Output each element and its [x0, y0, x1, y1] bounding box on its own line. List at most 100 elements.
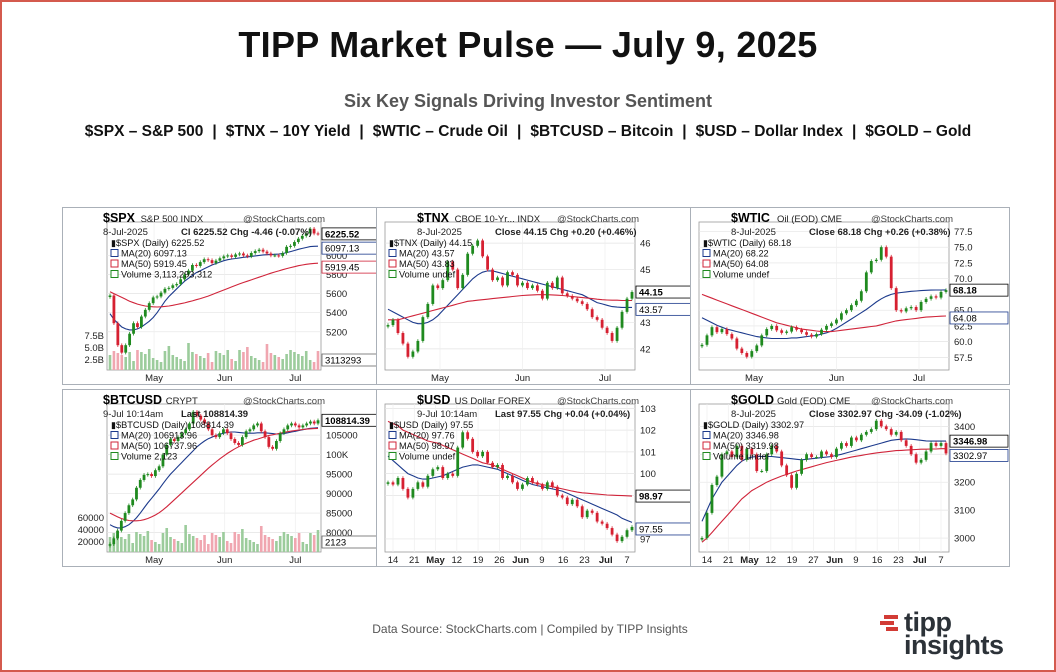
candle-body [249, 253, 253, 257]
logo-text-insights: insights [904, 630, 1004, 660]
candle-body [108, 295, 112, 298]
candle-body [526, 282, 529, 289]
candle-body [879, 247, 883, 260]
price-tag: 64.08 [953, 313, 977, 324]
candle-body [924, 451, 928, 460]
candle-body [194, 264, 198, 266]
chart-symbol: $GOLD [731, 393, 774, 407]
candle-body [446, 261, 450, 281]
volume-bar [183, 361, 186, 370]
legend-swatch [388, 249, 397, 257]
candle-body [466, 432, 470, 439]
y-tick-label: 3200 [954, 478, 975, 489]
volume-bar [229, 543, 233, 552]
volume-bar [199, 540, 203, 552]
candle-body [615, 327, 619, 341]
volume-bar [269, 353, 273, 370]
legend-swatch [110, 259, 119, 268]
candle-body [153, 470, 157, 477]
candle-body [869, 261, 873, 273]
candle-body [800, 329, 803, 333]
chart-panel-spx[interactable]: 6000 5800 5600 5400 5200 May Jun Jul 7.5B 5.0B 2.5… [62, 207, 382, 385]
candle-body [909, 445, 913, 455]
candle-body [308, 228, 312, 234]
candle-body [234, 254, 237, 257]
volume-bar [308, 360, 312, 370]
candle-body [630, 526, 634, 531]
ticker-separator: | [851, 123, 857, 140]
y-tick-label: 80000 [326, 528, 352, 539]
candle-body [605, 523, 609, 529]
candle-body [240, 437, 244, 445]
y-tick-label: 70.0 [954, 274, 973, 285]
chart-panel-wtic[interactable]: 77.5 75.0 72.5 70.0 65.0 62.5 60.0 57.5 May Jun Ju… [690, 207, 1010, 385]
chart-panel-btcusd[interactable]: 105000 100K 95000 90000 85000 80000 May Jun Jul 6… [62, 389, 382, 567]
price-tag: 108814.39 [325, 416, 370, 427]
candle-body [560, 277, 564, 294]
ticker-item: $GOLD – Gold [865, 123, 972, 140]
candle-body [252, 425, 256, 430]
candle-body [610, 333, 614, 341]
candle-body [214, 435, 218, 438]
candle-body [904, 308, 908, 312]
candle-body [456, 447, 460, 476]
candle-body [214, 260, 218, 264]
legend-swatch [702, 441, 711, 450]
volume-bar [147, 349, 151, 370]
volume-bar [155, 360, 159, 370]
chart-panel-tnx[interactable]: 46 45 43 42 May Jun Jul 44.15 43.57 $TNX CBOE 10-Y… [376, 207, 696, 385]
candle-body [545, 282, 549, 299]
volume-bar [191, 352, 194, 370]
chart-panel-usd[interactable]: 10310210110099971421May121926Jun91623Jul… [376, 389, 696, 567]
candle-body [426, 303, 430, 318]
candle-body [309, 421, 312, 424]
candle-body [146, 474, 150, 476]
wtic-chart: 77.5 75.0 72.5 70.0 65.0 62.5 60.0 57.5 May Jun Ju… [698, 211, 1009, 384]
legend-entry: MA(20) 3346.98 [713, 431, 779, 441]
x-tick-label: 12 [452, 555, 463, 566]
price-tag: 44.15 [639, 288, 663, 299]
x-tick-label: Jun [515, 373, 530, 384]
candle-body [715, 327, 719, 333]
candle-body [710, 327, 714, 336]
chart-watermark: @StockCharts.com [243, 214, 325, 225]
volume-bar [305, 544, 308, 552]
candle-body [884, 426, 888, 430]
candle-body [202, 259, 206, 263]
ticker-item: $USD – Dollar Index [695, 123, 843, 140]
candle-body [869, 429, 873, 432]
candle-body [128, 333, 132, 346]
chart-watermark: @StockCharts.com [243, 396, 325, 407]
y-tick-label: 46 [640, 239, 651, 250]
volume-bar [171, 355, 175, 370]
candle-body [879, 420, 883, 427]
plot-area [384, 221, 636, 371]
volume-bar [169, 537, 172, 552]
candle-body [416, 482, 420, 489]
price-tag: 68.18 [953, 286, 977, 297]
volume-bar [316, 530, 320, 552]
candle-body [854, 300, 858, 306]
candle-body [184, 429, 188, 434]
candle-body [810, 334, 813, 337]
x-tick-label: May [426, 555, 445, 566]
chart-date: 8-Jul-2025 [103, 227, 148, 238]
candle-body [191, 411, 195, 424]
candle-body [849, 305, 853, 311]
volume-bar [191, 536, 195, 552]
candle-body [914, 307, 918, 311]
legend-swatch [388, 259, 397, 268]
candle-body [575, 298, 579, 302]
legend-entry: MA(50) 98.97 [399, 441, 455, 451]
chart-panel-gold[interactable]: 340033003200310030001421May121927Jun9162… [690, 389, 1010, 567]
candle-body [406, 343, 410, 357]
volume-bar [150, 540, 153, 552]
candle-body [486, 256, 489, 270]
candle-body [725, 329, 729, 335]
x-tick-label: 21 [723, 555, 734, 566]
candle-body [426, 475, 430, 487]
chart-quote-line: Close 44.15 Chg +0.20 (+0.46%) [495, 227, 637, 238]
x-tick-label: 23 [579, 555, 590, 566]
x-tick-label: Jun [829, 373, 844, 384]
x-tick-label: May [740, 555, 759, 566]
